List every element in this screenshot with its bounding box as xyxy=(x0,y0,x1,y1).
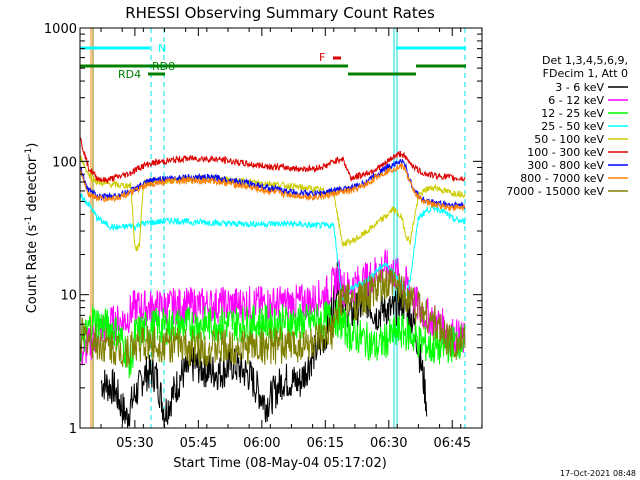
legend-label: 6 - 12 keV xyxy=(548,94,604,107)
legend-label: 100 - 300 keV xyxy=(527,146,604,159)
legend-label: 3 - 6 keV xyxy=(555,81,604,94)
y-axis-label: Count Rate (s-1 detector-1) xyxy=(24,143,40,314)
series-line xyxy=(79,155,466,253)
series-line xyxy=(100,261,428,429)
y-axis-label-part: Count Rate (s xyxy=(25,225,40,314)
series-line xyxy=(79,163,466,213)
legend-label: 12 - 25 keV xyxy=(541,107,604,120)
series-line xyxy=(79,136,466,185)
legend-label: 300 - 800 keV xyxy=(527,159,604,172)
y-tick-label: 1 xyxy=(69,422,77,437)
plot-frame xyxy=(79,27,483,429)
x-tick-label: 05:30 xyxy=(116,436,153,451)
timestamp: 17-Oct-2021 08:48 xyxy=(560,469,636,478)
axis-layer: 1 10 100 1000 05:30 05:45 06:00 06:15 06:30 06:45 xyxy=(44,22,483,451)
y-tick-label: 100 xyxy=(52,155,77,170)
y-axis-label-part: detector xyxy=(25,156,40,216)
y-axis-label-part: ) xyxy=(25,143,40,148)
night-label: N xyxy=(158,42,166,55)
flare-label: F xyxy=(319,51,325,64)
y-axis-label-exponent: -1 xyxy=(24,148,34,157)
legend-label: 50 - 100 keV xyxy=(534,133,604,146)
x-tick-label: 06:45 xyxy=(434,436,471,451)
legend: Det 1,3,4,5,6,9, FDecim 1, Att 0 3 - 6 k… xyxy=(506,54,628,198)
x-tick-label: 06:15 xyxy=(307,436,344,451)
x-tick-label: 05:45 xyxy=(180,436,217,451)
legend-label: 25 - 50 keV xyxy=(541,120,604,133)
legend-header-line: FDecim 1, Att 0 xyxy=(543,67,628,80)
series-line xyxy=(79,158,466,210)
series-line xyxy=(79,300,466,379)
chart-title: RHESSI Observing Summary Count Rates xyxy=(125,4,435,22)
decimation-label: RD8 xyxy=(152,60,175,73)
legend-header-line: Det 1,3,4,5,6,9, xyxy=(542,54,628,67)
decimation-label: RD4 xyxy=(118,68,141,81)
series-layer xyxy=(79,136,466,429)
y-tick-label: 1000 xyxy=(44,22,77,37)
x-tick-label: 06:30 xyxy=(370,436,407,451)
legend-label: 800 - 7000 keV xyxy=(520,172,604,185)
y-tick-label: 10 xyxy=(60,289,77,304)
series-line xyxy=(79,268,466,368)
legend-label: 7000 - 15000 keV xyxy=(506,185,604,198)
x-axis-label: Start Time (08-May-04 05:17:02) xyxy=(173,456,387,471)
y-axis-label-exponent: -1 xyxy=(24,216,34,225)
x-tick-label: 06:00 xyxy=(243,436,280,451)
annotation-layer: N RD8 RD4 F xyxy=(80,28,466,428)
